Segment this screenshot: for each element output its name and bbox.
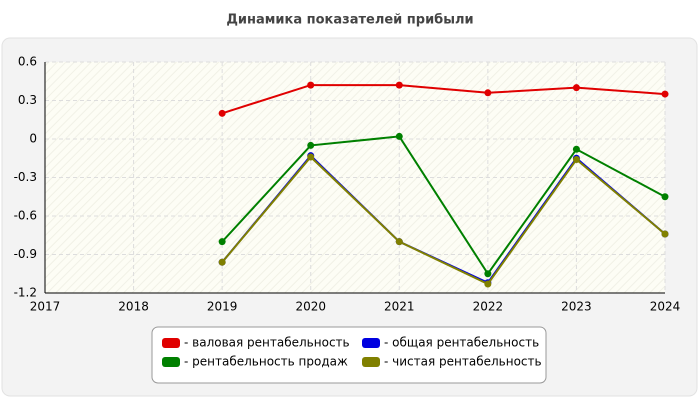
point <box>572 84 580 92</box>
point <box>307 153 315 161</box>
y-tick-label: -1.2 <box>14 286 37 300</box>
x-tick-label: 2018 <box>118 300 149 314</box>
point <box>218 109 226 117</box>
x-tick-label: 2024 <box>650 300 681 314</box>
y-tick-label: -0.3 <box>14 170 37 184</box>
x-tick-label: 2023 <box>561 300 592 314</box>
point <box>395 238 403 246</box>
point <box>307 141 315 149</box>
legend-label: - общая рентабельность <box>384 336 539 350</box>
chart-title: Динамика показателей прибыли <box>226 13 473 28</box>
point <box>307 81 315 89</box>
y-tick-label: 0 <box>29 132 37 146</box>
y-tick-label: -0.6 <box>14 209 37 223</box>
point <box>218 238 226 246</box>
point <box>572 145 580 153</box>
legend-swatch <box>162 338 180 348</box>
legend-swatch <box>362 357 380 367</box>
y-tick-label: -0.9 <box>14 247 37 261</box>
series-line <box>221 155 666 286</box>
point <box>395 132 403 140</box>
point <box>661 193 669 201</box>
point <box>661 90 669 98</box>
point <box>395 81 403 89</box>
y-tick-label: 0.6 <box>18 55 37 69</box>
point <box>484 280 492 288</box>
legend-swatch <box>362 338 380 348</box>
point <box>572 156 580 164</box>
x-tick-label: 2021 <box>384 300 415 314</box>
legend <box>151 326 547 384</box>
legend-label: - рентабельность продаж <box>184 355 348 369</box>
point <box>218 258 226 266</box>
series-line <box>221 135 666 276</box>
point <box>484 270 492 278</box>
x-tick-label: 2020 <box>295 300 326 314</box>
series-line <box>221 84 666 115</box>
legend-label: - чистая рентабельность <box>384 355 542 369</box>
legend-label: - валовая рентабельность <box>184 336 350 350</box>
point <box>661 230 669 238</box>
y-tick-label: 0.3 <box>18 93 37 107</box>
x-tick-label: 2022 <box>473 300 504 314</box>
x-tick-label: 2017 <box>30 300 61 314</box>
legend-swatch <box>162 357 180 367</box>
point <box>484 89 492 97</box>
x-tick-label: 2019 <box>207 300 238 314</box>
